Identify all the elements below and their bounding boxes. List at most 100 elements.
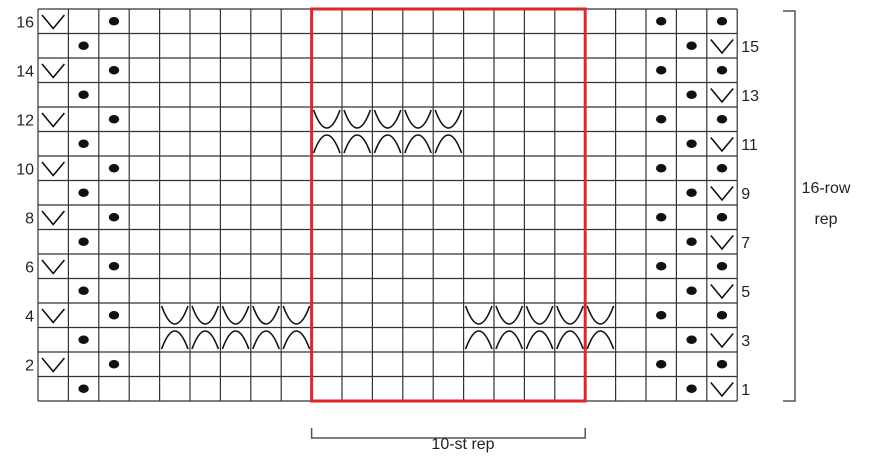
check-v-icon (710, 185, 734, 202)
dot-icon (686, 188, 697, 197)
dot-icon (656, 360, 667, 369)
cap-arc-icon (312, 134, 341, 154)
row-label-left: 2 (25, 357, 34, 374)
cup-arc-icon (221, 305, 250, 325)
check-v-icon (41, 112, 66, 128)
dot-icon (686, 335, 697, 344)
cap-arc-icon (282, 330, 311, 350)
dot-icon (656, 164, 667, 173)
dot-icon (686, 384, 697, 393)
dot-icon (108, 213, 120, 222)
dot-icon (78, 286, 89, 295)
cup-arc-icon (434, 109, 463, 129)
cap-arc-icon (404, 134, 432, 154)
check-v-icon (710, 38, 734, 55)
dot-icon (656, 311, 667, 320)
row-label-left: 14 (16, 63, 34, 80)
check-v-icon (41, 357, 66, 373)
cup-arc-icon (252, 305, 280, 325)
row-label-right: 13 (741, 88, 759, 105)
row-label-right: 9 (741, 186, 750, 203)
cap-arc-icon (586, 330, 615, 350)
dot-icon (686, 41, 697, 50)
cup-arc-icon (495, 305, 524, 325)
dot-icon (716, 213, 728, 222)
cap-arc-icon (525, 330, 554, 350)
row-repeat-label-line2: rep (814, 211, 837, 228)
dot-icon (716, 262, 728, 271)
row-label-left: 16 (16, 14, 34, 31)
check-v-icon (710, 87, 734, 104)
dot-icon (108, 66, 120, 75)
cap-arc-icon (191, 330, 220, 350)
cup-arc-icon (160, 305, 189, 325)
stitch-repeat-label: 10-st rep (431, 436, 494, 453)
row-label-right: 15 (741, 39, 759, 56)
dot-icon (656, 262, 667, 271)
cup-arc-icon (191, 305, 220, 325)
row-label-left: 8 (25, 210, 34, 227)
dot-icon (78, 237, 89, 246)
dot-icon (716, 17, 728, 26)
dot-icon (108, 115, 120, 124)
dot-icon (78, 41, 89, 50)
dot-icon (108, 360, 120, 369)
dot-icon (656, 115, 667, 124)
check-v-icon (41, 161, 66, 177)
row-label-right: 3 (741, 333, 750, 350)
cup-arc-icon (312, 109, 341, 129)
row-label-right: 7 (741, 235, 750, 252)
row-label-right: 11 (741, 137, 758, 154)
row-repeat-bracket (783, 10, 796, 402)
dot-icon (78, 335, 89, 344)
row-label-left: 12 (16, 112, 34, 129)
cap-arc-icon (464, 330, 493, 350)
row-label-right: 1 (741, 382, 750, 399)
check-v-icon (710, 136, 734, 153)
row-label-left: 4 (25, 308, 34, 325)
dot-icon (716, 164, 728, 173)
row-number-labels: 16 14 12 10 8 6 4 2 15 13 11 9 7 5 3 1 (16, 14, 759, 399)
cup-arc-icon (404, 109, 432, 129)
chart-grid (37, 8, 738, 402)
dot-icon (716, 66, 728, 75)
check-v-icon (41, 308, 66, 324)
cup-arc-icon (556, 305, 584, 325)
stitch-repeat-box (310, 7, 587, 403)
dot-icon (716, 311, 728, 320)
cap-arc-icon (556, 330, 584, 350)
cap-arc-icon (252, 330, 280, 350)
cap-arc-icon (343, 134, 372, 154)
dot-icon (78, 139, 89, 148)
cup-arc-icon (343, 109, 372, 129)
cap-arc-icon (373, 134, 402, 154)
row-label-right: 5 (741, 284, 750, 301)
cap-arc-icon (160, 330, 189, 350)
row-label-left: 6 (25, 259, 34, 276)
dot-icon (686, 90, 697, 99)
dot-icon (656, 213, 667, 222)
dot-icon (78, 188, 89, 197)
dot-icon (78, 384, 89, 393)
check-v-icon (710, 234, 734, 251)
cap-arc-icon (495, 330, 524, 350)
check-v-icon (41, 210, 66, 226)
dot-icon (656, 66, 667, 75)
dot-icon (686, 139, 697, 148)
row-repeat-label: 16-row (802, 180, 851, 197)
check-v-icon (41, 14, 66, 30)
cup-arc-icon (373, 109, 402, 129)
cap-arc-icon (221, 330, 250, 350)
cup-arc-icon (464, 305, 493, 325)
row-label-left: 10 (16, 161, 34, 178)
check-v-icon (41, 259, 66, 275)
dot-icon (656, 17, 667, 26)
dot-icon (108, 164, 120, 173)
dot-icon (108, 311, 120, 320)
cap-arc-icon (434, 134, 463, 154)
check-v-icon (710, 332, 734, 349)
cup-arc-icon (282, 305, 311, 325)
dot-icon (108, 17, 120, 26)
dot-icon (108, 262, 120, 271)
